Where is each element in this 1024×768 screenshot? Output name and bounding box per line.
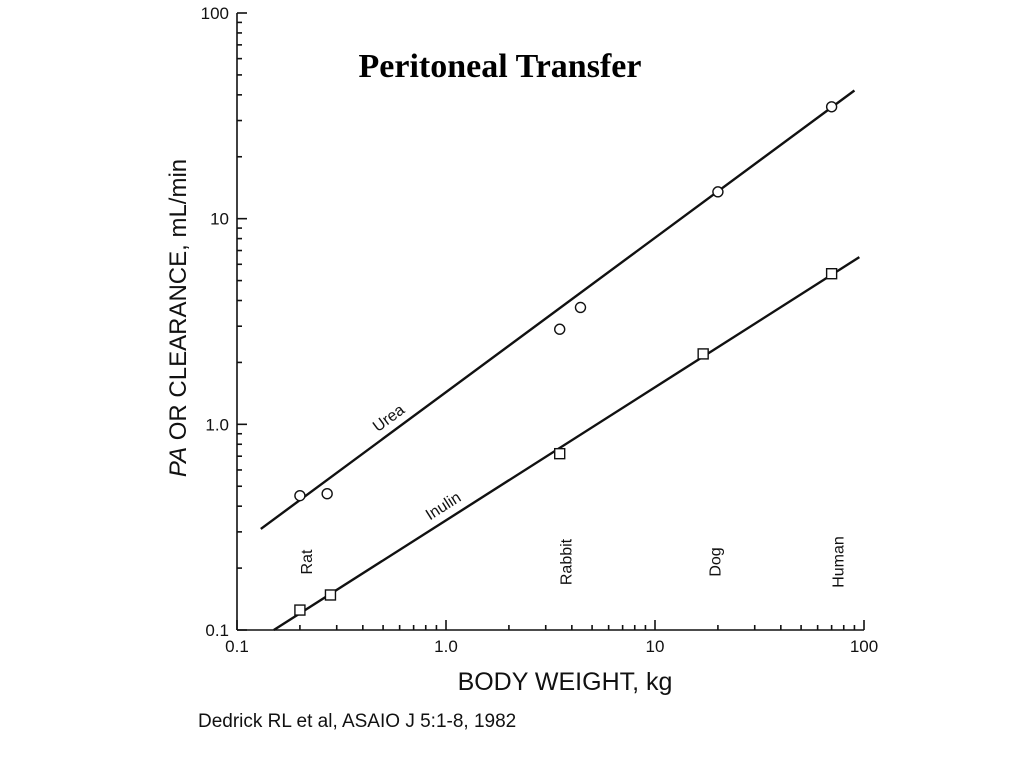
- citation: Dedrick RL et al, ASAIO J 5:1-8, 1982: [198, 711, 516, 732]
- y-axis-title-rest: OR CLEARANCE, mL/min: [165, 159, 192, 447]
- svg-text:PA OR CLEARANCE, mL/min: PA OR CLEARANCE, mL/min: [165, 159, 192, 477]
- x-tick-label: 10: [646, 637, 665, 656]
- species-label-dog: Dog: [707, 547, 724, 576]
- fit-line-urea: [260, 89, 856, 530]
- inulin-point: [825, 268, 838, 280]
- series-label-inulin: Inulin: [423, 489, 464, 524]
- urea-point: [825, 101, 838, 113]
- species-label-rat: Rat: [299, 549, 316, 574]
- urea-point: [321, 487, 333, 500]
- y-axis-title-italic: PA: [165, 447, 192, 477]
- y-tick-label: 10: [210, 210, 229, 229]
- x-tick-label: 1.0: [434, 637, 458, 656]
- series-label-urea: Urea: [370, 401, 408, 435]
- inulin-point: [697, 348, 709, 360]
- y-tick-label: 0.1: [205, 621, 229, 640]
- x-tick-label: 100: [850, 637, 878, 656]
- y-axis-title: PA OR CLEARANCE, mL/min: [165, 159, 192, 477]
- inulin-point: [324, 589, 337, 601]
- plot-area: 0.1 1.0 10 100 0.1 1.0 10 100 Urea Inulin Rat Rabbi…: [201, 4, 879, 656]
- chart-title: Peritoneal Transfer: [359, 48, 642, 85]
- urea-point: [294, 489, 306, 502]
- species-label-rabbit: Rabbit: [559, 538, 576, 585]
- urea-point: [554, 323, 566, 335]
- inulin-point: [294, 604, 306, 616]
- y-tick-label: 1.0: [205, 415, 229, 434]
- fit-line-inulin: [273, 256, 860, 632]
- x-axis-title: BODY WEIGHT, kg: [458, 668, 673, 696]
- y-tick-label: 100: [201, 4, 229, 23]
- urea-point: [712, 186, 724, 198]
- x-tick-label: 0.1: [225, 637, 249, 656]
- species-label-human: Human: [831, 536, 848, 588]
- urea-point: [574, 301, 587, 314]
- inulin-point: [554, 447, 566, 460]
